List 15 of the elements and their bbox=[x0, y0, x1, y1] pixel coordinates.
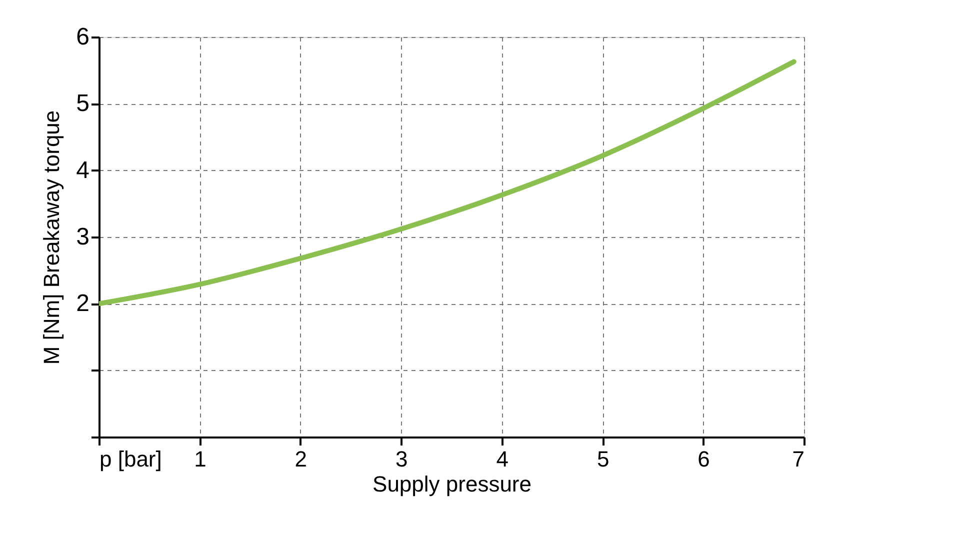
x-tick-label: 1 bbox=[194, 446, 206, 472]
x-tick-label: 2 bbox=[294, 446, 308, 472]
x-axis-title: Supply pressure bbox=[372, 472, 532, 496]
x-tick-label: 3 bbox=[396, 446, 408, 472]
x-tick-label: 4 bbox=[496, 446, 508, 472]
x-tick-label: 5 bbox=[596, 446, 610, 472]
y-axis-title: M [Nm] Breakaway torque bbox=[39, 110, 64, 365]
x-tick-label: 6 bbox=[698, 446, 710, 472]
y-tick-label: 4 bbox=[76, 156, 90, 184]
y-tick-label: 6 bbox=[76, 24, 90, 50]
y-tick-label: 2 bbox=[76, 290, 90, 318]
y-tick-label: 3 bbox=[76, 224, 90, 250]
x-tick-label: p [bar] bbox=[100, 446, 162, 472]
x-tick-label: 7 bbox=[792, 446, 804, 472]
y-tick-label: 5 bbox=[76, 90, 90, 118]
